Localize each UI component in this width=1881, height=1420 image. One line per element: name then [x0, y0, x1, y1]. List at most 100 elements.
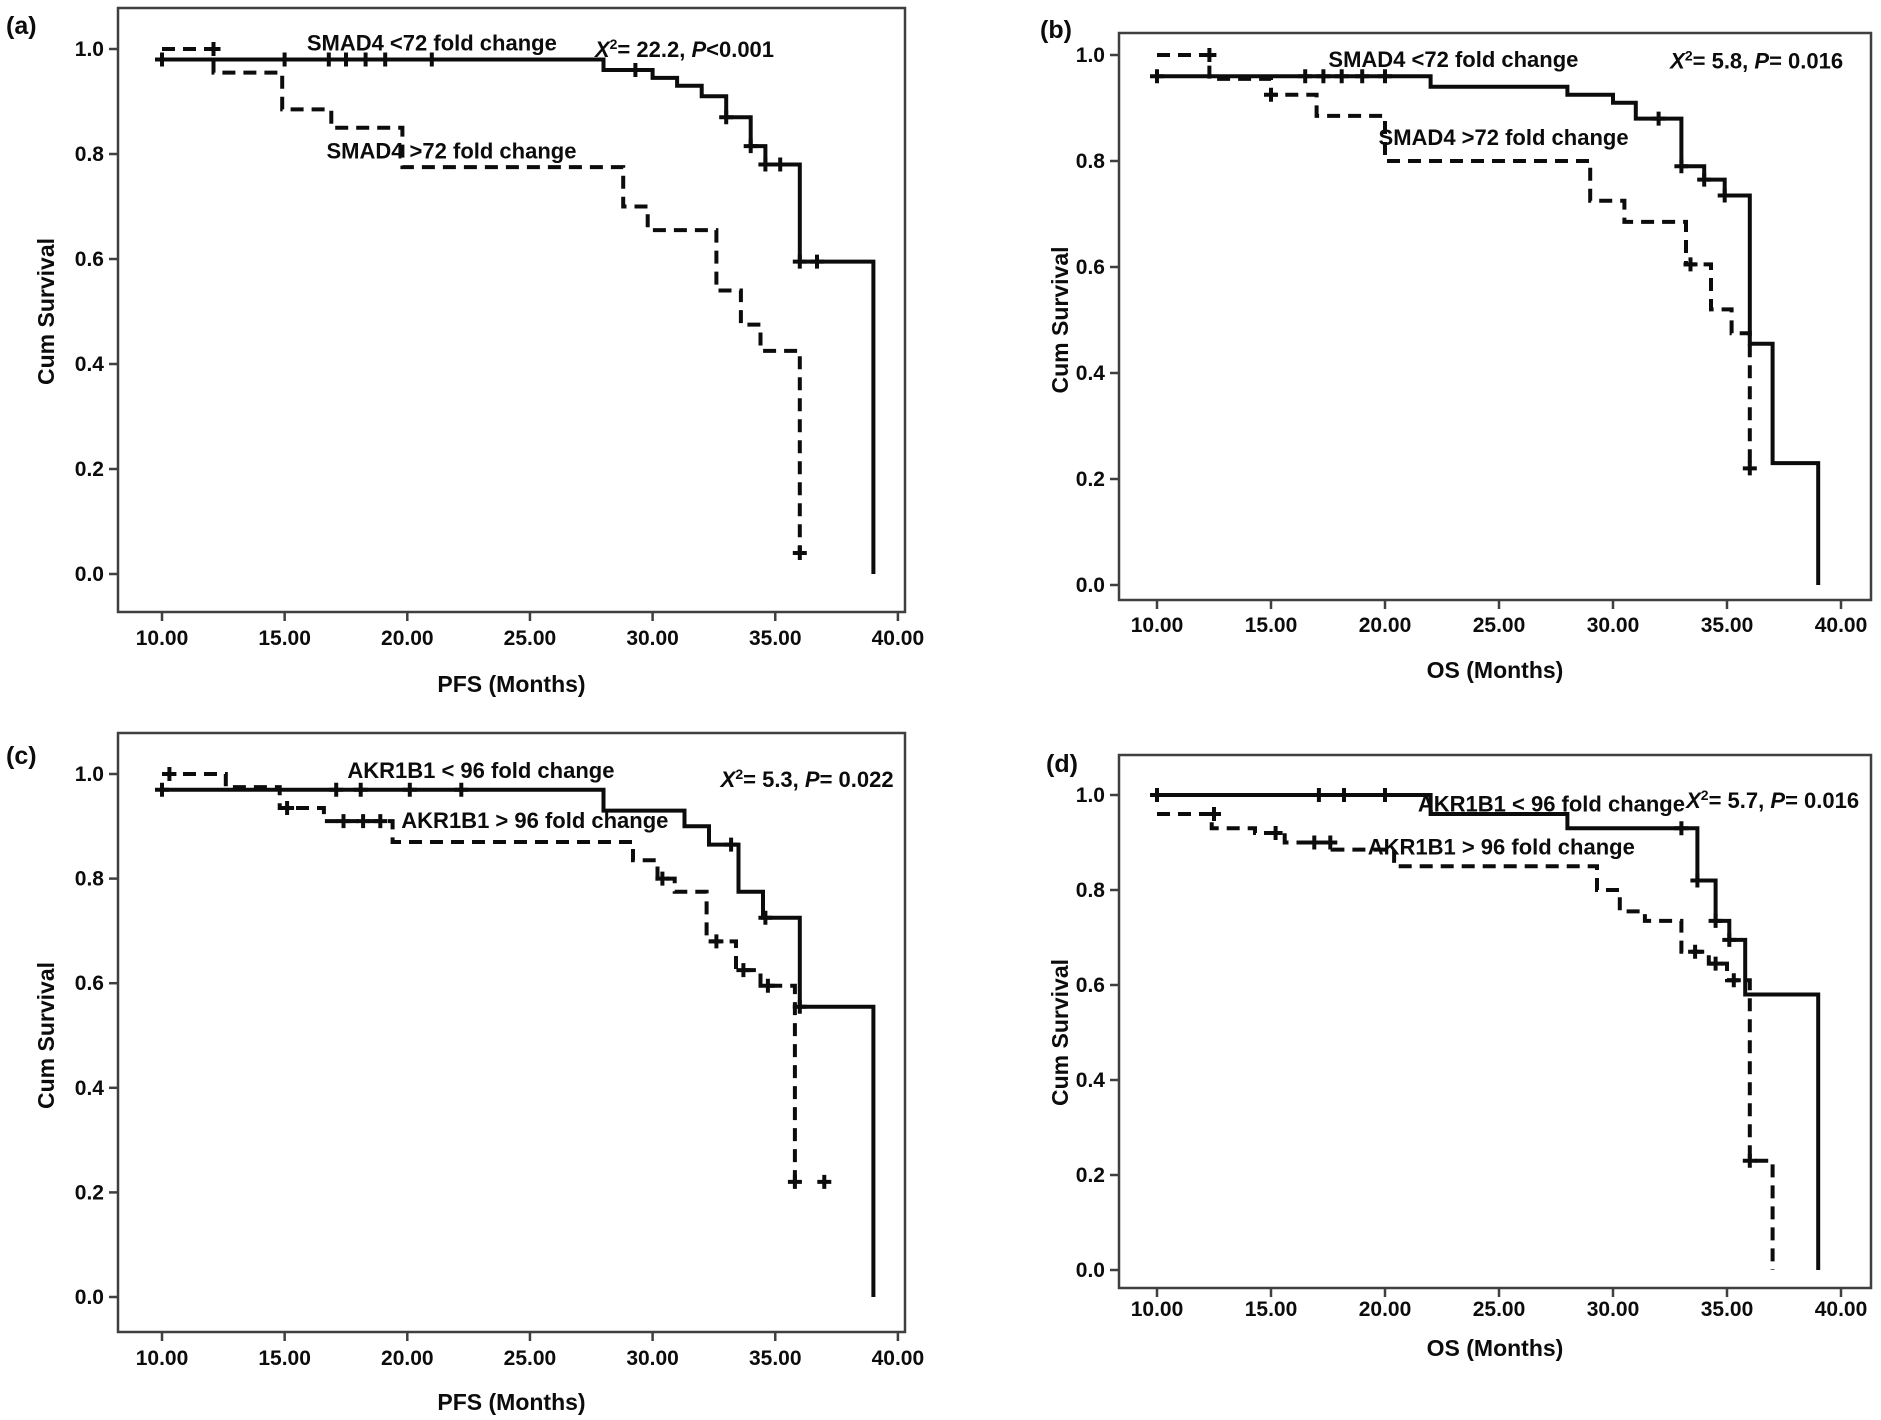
x-axis-title: OS (Months)	[1427, 1335, 1564, 1361]
y-axis-title: Cum Survival	[1047, 959, 1073, 1106]
censor-mark	[1264, 87, 1278, 102]
censor-mark	[454, 782, 469, 797]
censor-mark	[155, 52, 169, 67]
plot-border	[1117, 31, 1873, 602]
series-dashed-path	[162, 47, 802, 553]
y-tick-label: 0.0	[1076, 1259, 1105, 1282]
x-tick-label: 30.00	[626, 1347, 679, 1370]
x-tick-label: 40.00	[1815, 1298, 1868, 1321]
y-tick-label: 0.6	[75, 248, 104, 271]
stats-annotation: X2= 5.7, P= 0.016	[1684, 787, 1859, 813]
y-tick-label: 0.4	[75, 1077, 105, 1100]
y-tick-label: 0.0	[1076, 574, 1105, 597]
x-tick-label: 15.00	[1245, 614, 1298, 637]
x-tick-label: 30.00	[1587, 1298, 1640, 1321]
censor-mark	[1742, 1153, 1757, 1168]
x-tick-label: 25.00	[1473, 614, 1526, 637]
series-dashed-path	[1157, 812, 1775, 1270]
stats-annotation: X2= 22.2, P<0.001	[593, 36, 774, 62]
y-axis-title: Cum Survival	[33, 238, 59, 385]
censor-mark	[1378, 69, 1392, 84]
censor-mark	[280, 801, 295, 815]
censor-mark	[358, 52, 373, 67]
x-tick-label: 25.00	[504, 627, 557, 650]
censor-mark	[1150, 788, 1164, 802]
censor-mark	[1207, 807, 1221, 821]
censor-mark	[1268, 826, 1283, 840]
x-axis-title: PFS (Months)	[437, 671, 585, 697]
series-solid-path	[1157, 793, 1821, 1270]
plot-border	[1117, 753, 1873, 1290]
y-tick-label: 0.6	[1076, 974, 1105, 997]
censor-mark	[1717, 188, 1732, 203]
x-tick-label: 15.00	[258, 1347, 311, 1370]
x-tick-label: 35.00	[749, 627, 802, 650]
censor-mark	[1355, 69, 1370, 84]
censor-mark	[760, 978, 775, 993]
censor-mark	[206, 42, 221, 56]
censor-mark	[356, 814, 371, 829]
censor-mark	[277, 52, 292, 67]
x-tick-label: 15.00	[258, 627, 311, 650]
censor-mark	[339, 52, 353, 67]
y-tick-label: 0.4	[75, 353, 105, 376]
censor-mark	[162, 767, 177, 781]
x-tick-label: 35.00	[1701, 1298, 1754, 1321]
y-tick-label: 1.0	[75, 763, 104, 786]
censor-mark	[1316, 69, 1331, 84]
censor-mark	[758, 910, 773, 925]
censor-mark	[424, 52, 439, 67]
series-solid-path	[162, 57, 876, 574]
x-axis-title: OS (Months)	[1427, 657, 1564, 683]
panel-c: 1.0 0.8 0.6 0.4 0.2 0.0 10.00 15.00 20.00 25.00 30…	[6, 731, 925, 1415]
censor-mark	[1683, 257, 1698, 272]
y-tick-label: 0.2	[75, 1181, 104, 1204]
y-axis-title: Cum Survival	[1047, 247, 1073, 394]
panel-b: 1.0 0.8 0.6 0.4 0.2 0.0 10.00 15.00 20.00 25.00 30…	[1040, 16, 1873, 683]
censor-mark	[1690, 873, 1705, 888]
censor-mark	[787, 1174, 802, 1189]
censor-mark	[792, 546, 807, 560]
censor-mark	[321, 52, 336, 67]
censor-mark	[1674, 159, 1689, 174]
x-tick-label: 35.00	[749, 1347, 802, 1370]
x-tick-label: 15.00	[1245, 1298, 1298, 1321]
stats-annotation: X2= 5.8, P= 0.016	[1668, 47, 1843, 73]
censor-mark	[792, 254, 807, 269]
panel-letter: (c)	[6, 742, 37, 770]
censor-mark	[1651, 111, 1666, 126]
y-tick-label: 0.8	[1076, 150, 1106, 173]
censor-mark	[353, 782, 368, 797]
censor-mark	[1298, 69, 1313, 84]
x-tick-label: 10.00	[1131, 614, 1184, 637]
censor-mark	[1722, 932, 1737, 947]
y-tick-label: 0.6	[75, 972, 104, 995]
y-tick-label: 0.4	[1076, 362, 1106, 385]
y-tick-label: 0.0	[75, 563, 104, 586]
censor-mark	[810, 254, 824, 269]
censor-mark	[1726, 973, 1741, 988]
stats-annotation: X2= 5.3, P= 0.022	[719, 766, 894, 792]
panel-a: 1.0 0.8 0.6 0.4 0.2 0.0 10.00 15.00 20.00 25.00 30…	[6, 6, 924, 697]
x-tick-label: 40.00	[872, 1347, 925, 1370]
censor-mark	[1708, 956, 1723, 971]
x-tick-label: 25.00	[504, 1347, 557, 1370]
censor-mark	[1688, 944, 1703, 959]
y-tick-label: 0.8	[75, 143, 105, 166]
censor-mark	[373, 814, 388, 829]
panel-letter: (a)	[6, 12, 37, 40]
censor-mark	[1334, 69, 1349, 84]
x-axis-title: PFS (Months)	[437, 1389, 585, 1415]
censor-mark	[1674, 821, 1689, 836]
y-tick-label: 0.0	[75, 1286, 104, 1309]
plot-border	[116, 6, 907, 614]
series-dashed-path	[1157, 53, 1752, 469]
censor-mark	[1311, 788, 1326, 802]
y-tick-label: 1.0	[1076, 784, 1105, 807]
censor-mark	[1307, 835, 1322, 850]
x-tick-label: 10.00	[1131, 1298, 1184, 1321]
series-label: SMAD4 >72 fold change	[1379, 125, 1629, 150]
x-tick-label: 35.00	[1701, 614, 1754, 637]
